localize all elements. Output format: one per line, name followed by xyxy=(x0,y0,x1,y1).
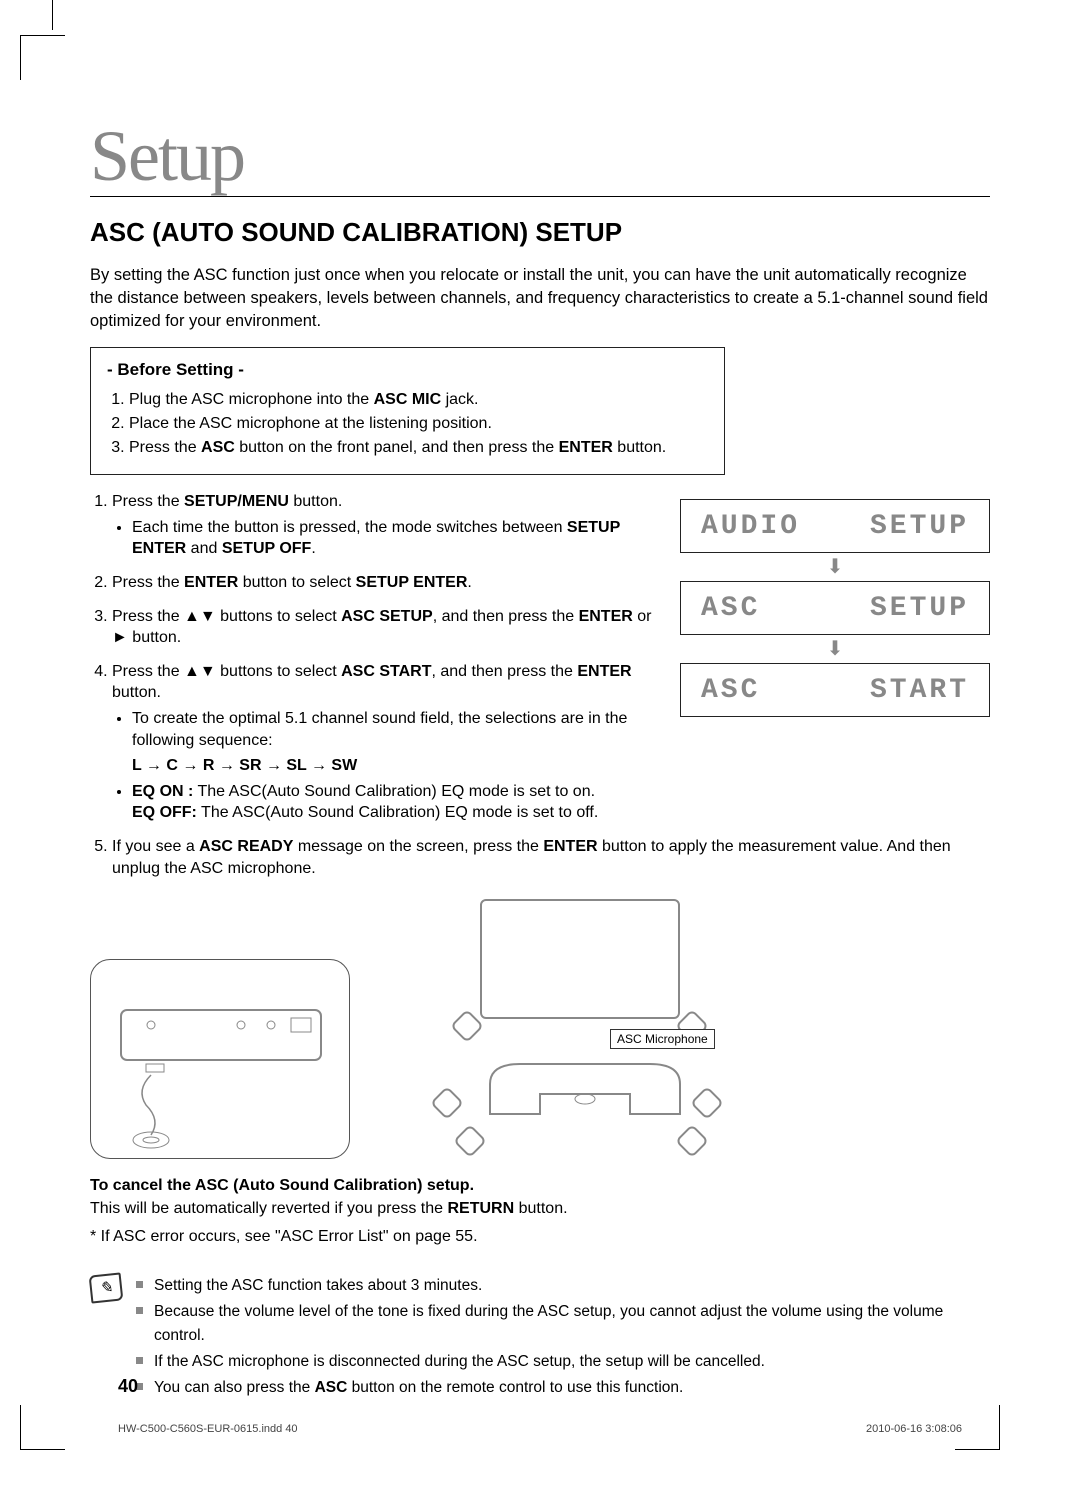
down-arrow-icon: ⬇ xyxy=(680,559,990,575)
before-item-3: Press the ASC button on the front panel,… xyxy=(129,436,708,460)
section-title: ASC (AUTO SOUND CALIBRATION) SETUP xyxy=(90,217,990,248)
room-diagram: ASC Microphone xyxy=(380,899,800,1159)
crop-tick-top xyxy=(52,0,53,30)
footer-left: HW-C500-C560S-EUR-0615.indd 40 xyxy=(118,1423,298,1435)
page-title: Setup xyxy=(90,120,990,192)
step-1: Press the SETUP/MENU button. Each time t… xyxy=(112,491,670,560)
down-arrow-icon: ⬇ xyxy=(680,641,990,657)
step-4-sub: To create the optimal 5.1 channel sound … xyxy=(132,708,670,751)
cancel-section: To cancel the ASC (Auto Sound Calibratio… xyxy=(90,1175,990,1248)
page-content: Setup ASC (AUTO SOUND CALIBRATION) SETUP… xyxy=(90,120,990,1402)
setup-diagram: ASC Microphone xyxy=(90,899,990,1159)
note-2: Because the volume level of the tone is … xyxy=(136,1300,990,1348)
crop-mark-tl xyxy=(20,35,65,80)
cancel-body: This will be automatically reverted if y… xyxy=(90,1198,990,1220)
note-1: Setting the ASC function takes about 3 m… xyxy=(136,1274,990,1298)
sequence: L → C → R → SR → SL → SW xyxy=(132,755,670,777)
before-setting-box: - Before Setting - Plug the ASC micropho… xyxy=(90,347,725,475)
eq-on: EQ ON : The ASC(Auto Sound Calibration) … xyxy=(132,781,670,824)
note-block: ✎ Setting the ASC function takes about 3… xyxy=(90,1274,990,1402)
before-setting-title: - Before Setting - xyxy=(107,360,708,380)
lcd-audio-setup: AUDIOSETUP xyxy=(680,499,990,553)
before-item-2: Place the ASC microphone at the listenin… xyxy=(129,412,708,436)
note-4: You can also press the ASC button on the… xyxy=(136,1376,990,1400)
crop-mark-bl xyxy=(20,1405,65,1450)
steps-column: Press the SETUP/MENU button. Each time t… xyxy=(90,491,680,836)
lcd-asc-setup: ASCSETUP xyxy=(680,581,990,635)
step-2: Press the ENTER button to select SETUP E… xyxy=(112,572,670,594)
title-rule: Setup xyxy=(90,120,990,197)
step-3: Press the ▲▼ buttons to select ASC SETUP… xyxy=(112,606,670,649)
footer: HW-C500-C560S-EUR-0615.indd 40 2010-06-1… xyxy=(118,1423,962,1435)
page-number: 40 xyxy=(118,1376,138,1397)
receiver-diagram xyxy=(90,959,350,1159)
step-1-sub: Each time the button is pressed, the mod… xyxy=(132,517,670,560)
before-item-1: Plug the ASC microphone into the ASC MIC… xyxy=(129,388,708,412)
lcd-asc-start: ASCSTART xyxy=(680,663,990,717)
intro-paragraph: By setting the ASC function just once wh… xyxy=(90,264,990,333)
cancel-note: * If ASC error occurs, see "ASC Error Li… xyxy=(90,1226,990,1248)
step-5: If you see a ASC READY message on the sc… xyxy=(112,836,990,879)
step-4: Press the ▲▼ buttons to select ASC START… xyxy=(112,661,670,824)
note-icon: ✎ xyxy=(89,1273,124,1304)
cancel-title: To cancel the ASC (Auto Sound Calibratio… xyxy=(90,1175,990,1197)
crop-mark-br xyxy=(955,1405,1000,1450)
footer-right: 2010-06-16 3:08:06 xyxy=(866,1423,962,1435)
note-3: If the ASC microphone is disconnected du… xyxy=(136,1350,990,1374)
lcd-displays: AUDIOSETUP ⬇ ASCSETUP ⬇ ASCSTART xyxy=(680,491,990,836)
asc-mic-label: ASC Microphone xyxy=(610,1029,715,1049)
